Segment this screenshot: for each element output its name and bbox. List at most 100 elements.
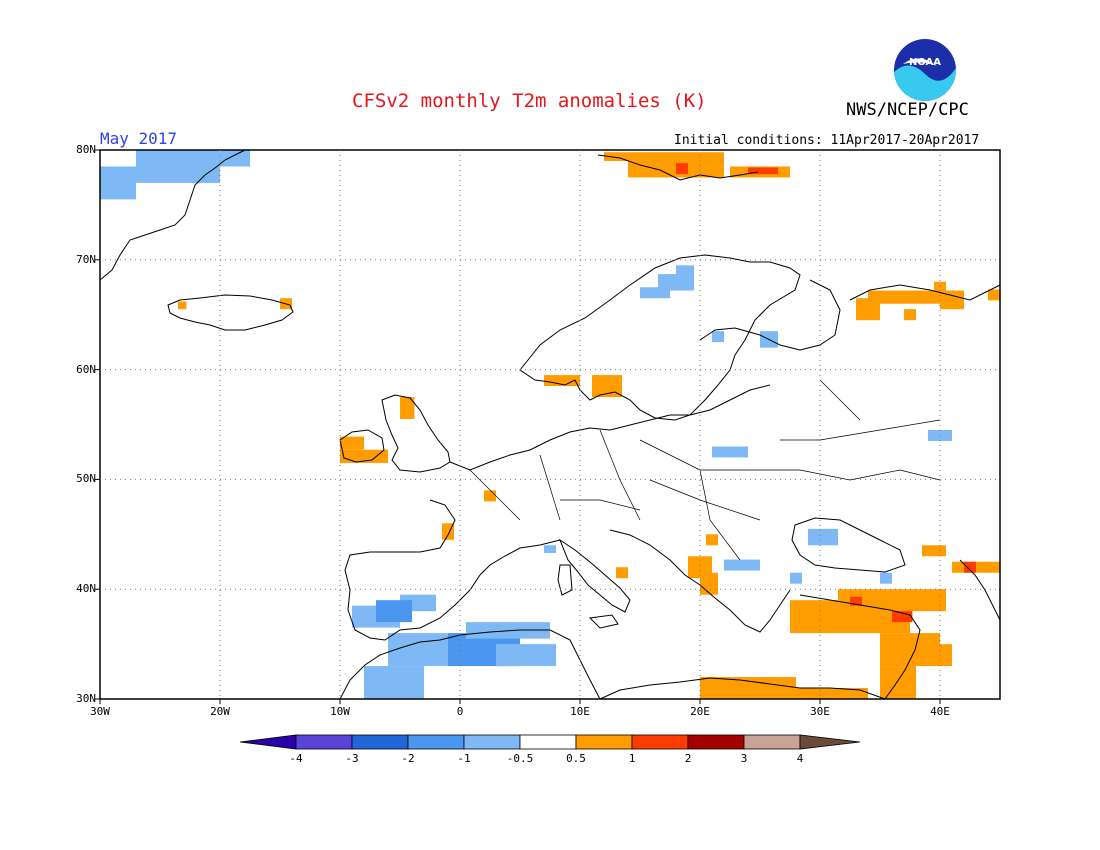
anomaly-cell	[922, 545, 946, 557]
anomaly-cell	[100, 166, 136, 200]
anomaly-cell	[544, 375, 580, 387]
anomaly-cell	[340, 436, 364, 450]
colorbar-label: 2	[684, 752, 692, 765]
colorbar-box	[463, 734, 521, 750]
colorbar-label: 3	[740, 752, 748, 765]
colorbar-label: 0.5	[566, 752, 586, 765]
lon-tick-label: 0	[456, 705, 464, 718]
borders	[469, 379, 941, 561]
anomaly-cell	[604, 152, 724, 161]
colorbar	[239, 734, 861, 750]
colorbar-box	[631, 734, 689, 750]
anomaly-cell	[592, 375, 622, 398]
anomaly-cell	[880, 572, 892, 584]
colorbar-box	[295, 734, 353, 750]
coastline-scandinavia	[519, 254, 801, 421]
anomaly-cell	[196, 150, 250, 167]
forecast-month: May 2017	[100, 129, 178, 148]
colorbar-box	[351, 734, 409, 750]
lat-tick-label: 50N	[76, 472, 96, 486]
noaa-logo: NOAA	[894, 39, 957, 102]
coastline-sardinia	[557, 564, 573, 596]
colorbar-box	[743, 734, 801, 750]
lon-tick-label: 20E	[690, 705, 710, 718]
coastline-svalbard	[597, 154, 759, 181]
colorbar-right-arrow	[799, 734, 861, 750]
anomaly-cell	[544, 545, 556, 553]
coastline-libya-egypt	[599, 677, 886, 700]
anomaly-cell	[376, 600, 412, 623]
lon-tick-label: 10W	[330, 705, 350, 718]
coastline-britain	[381, 394, 451, 473]
anomaly-cell	[808, 528, 838, 546]
lon-tick-label: 20W	[210, 705, 230, 718]
colorbar-left-arrow	[239, 734, 297, 750]
lat-tick-label: 60N	[76, 362, 96, 376]
coastline-greenland	[99, 149, 246, 281]
anomaly-cell	[712, 331, 724, 343]
anomaly-cell	[904, 309, 916, 321]
lon-tick-label: 10E	[570, 705, 590, 718]
colorbar-label: 1	[628, 752, 636, 765]
gridlines	[95, 149, 1000, 704]
coastline-italy	[558, 538, 631, 613]
anomaly-cells	[100, 150, 1000, 699]
anomaly-cell	[706, 534, 718, 546]
lon-tick-label: 30W	[90, 705, 110, 718]
lat-tick-label: 70N	[76, 252, 96, 266]
colorbar-label: -3	[345, 752, 359, 765]
colorbar-box	[687, 734, 745, 750]
anomaly-cell	[910, 594, 946, 612]
colorbar-label: -2	[401, 752, 415, 765]
anomaly-cell	[892, 611, 913, 623]
anomaly-cell	[850, 596, 862, 606]
anomaly-cell	[616, 567, 628, 579]
lat-tick-label: 30N	[76, 692, 96, 705]
anomaly-cell	[484, 490, 496, 502]
colorbar-box	[575, 734, 633, 750]
coastline-turkey	[799, 594, 921, 700]
anomaly-cell	[724, 559, 760, 571]
coastline-kola	[849, 284, 1001, 301]
anomaly-cell	[988, 289, 1000, 301]
anomaly-cell	[796, 688, 868, 699]
anomaly-cell	[790, 572, 802, 584]
agency-label: NWS/NCEP/CPC	[846, 100, 969, 120]
anomaly-cell	[934, 281, 946, 293]
anomaly-cell	[640, 287, 670, 299]
chart-title: CFSv2 monthly T2m anomalies (K)	[352, 90, 707, 112]
map-frame	[99, 149, 1001, 700]
anomaly-cell	[676, 163, 688, 175]
anomaly-cell	[880, 666, 916, 699]
anomaly-cell	[700, 677, 796, 699]
coastline-balkans	[609, 529, 791, 633]
colorbar-box	[407, 734, 465, 750]
anomaly-cell	[676, 265, 694, 277]
colorbar-label: 4	[796, 752, 804, 765]
anomaly-cell	[364, 666, 424, 699]
anomaly-cell	[340, 449, 388, 463]
coastline-finland	[699, 279, 841, 351]
coastline-caspian	[959, 559, 1001, 621]
lon-tick-label: 40E	[930, 705, 950, 718]
anomaly-cell	[658, 274, 694, 291]
initial-conditions: Initial conditions: 11Apr2017-20Apr2017	[674, 133, 980, 148]
coastline-sicily	[588, 614, 619, 629]
colorbar-label: -1	[457, 752, 471, 765]
anomaly-cell	[400, 397, 415, 420]
anomaly-cell	[496, 644, 556, 667]
anomaly-cell	[940, 298, 964, 310]
colorbar-label: -0.5	[506, 752, 534, 765]
coastline-ireland	[339, 429, 385, 463]
noaa-logo-text: NOAA	[909, 57, 941, 68]
anomaly-cell	[700, 572, 718, 595]
lon-tick-label: 30E	[810, 705, 830, 718]
coastline-iceland	[167, 294, 294, 331]
anomaly-cell	[712, 446, 748, 458]
colorbar-box	[519, 734, 577, 750]
anomaly-cell	[748, 167, 778, 175]
lat-tick-label: 80N	[76, 143, 96, 156]
lat-tick-label: 40N	[76, 582, 96, 596]
coastline-black-sea	[791, 517, 906, 573]
